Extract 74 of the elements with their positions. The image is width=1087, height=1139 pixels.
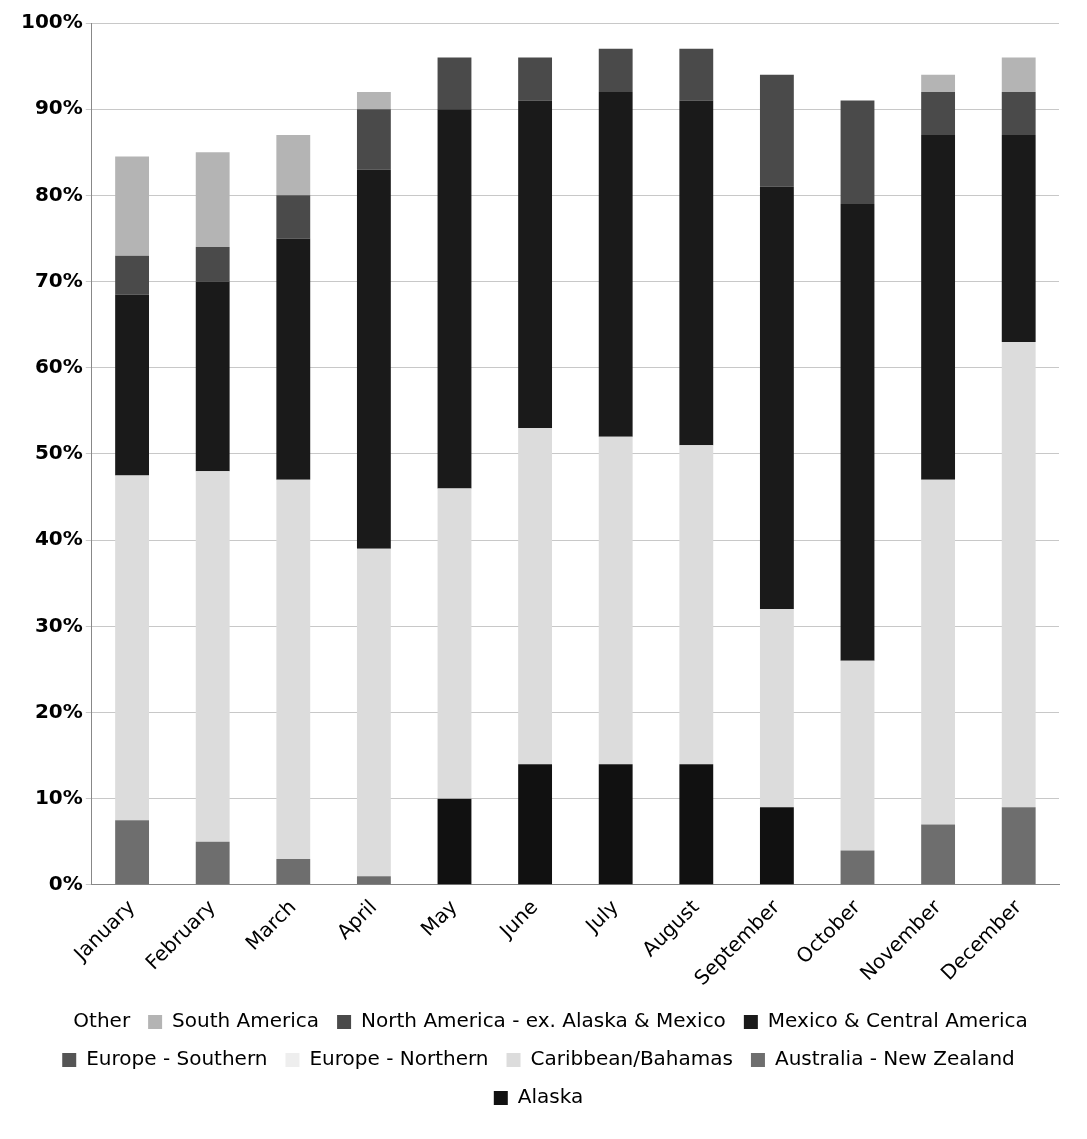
bar <box>1001 807 1036 885</box>
bar <box>437 109 472 489</box>
bar <box>195 841 230 885</box>
bar <box>759 807 794 885</box>
bar <box>921 135 956 480</box>
legend-label: Australia - New Zealand <box>774 1046 1015 1071</box>
y-tick-label: 100% <box>20 9 83 34</box>
bar <box>115 156 150 256</box>
bar <box>276 479 311 860</box>
legend-label: Europe - Northern <box>309 1046 489 1071</box>
bar <box>1001 91 1036 136</box>
bar <box>840 850 875 885</box>
bar <box>115 475 150 821</box>
bar <box>679 445 714 765</box>
bar <box>195 281 230 472</box>
y-tick-label: 80% <box>34 181 83 206</box>
bar <box>276 859 311 885</box>
bar <box>276 238 311 480</box>
bar <box>840 203 875 661</box>
bar <box>518 57 553 101</box>
bar <box>1001 135 1036 342</box>
y-tick-label: 0% <box>48 871 83 896</box>
bar <box>115 820 150 885</box>
bar <box>921 74 956 92</box>
bar <box>518 428 553 765</box>
legend-label: Mexico & Central America <box>767 1008 1028 1033</box>
bar <box>356 548 391 877</box>
y-tick-label: 20% <box>34 698 83 723</box>
bar <box>679 48 714 101</box>
bar <box>759 74 794 187</box>
bar <box>195 471 230 842</box>
legend-label: Alaska <box>517 1084 584 1109</box>
bar <box>759 186 794 610</box>
bar <box>1001 57 1036 92</box>
y-tick-label: 70% <box>34 267 83 292</box>
bar <box>840 660 875 851</box>
bar <box>276 195 311 239</box>
legend-label: Europe - Southern <box>86 1046 268 1071</box>
bar <box>437 798 472 885</box>
bar <box>356 109 391 170</box>
bar <box>598 91 633 437</box>
bar <box>195 152 230 248</box>
y-tick-label: 60% <box>34 353 83 378</box>
y-tick-label: 50% <box>34 440 83 465</box>
bar <box>1001 341 1036 808</box>
y-tick-label: 40% <box>34 526 83 551</box>
bar <box>356 169 391 549</box>
bar <box>437 57 472 110</box>
bar <box>759 609 794 808</box>
text: Other <box>73 1008 131 1033</box>
bar <box>598 764 633 885</box>
bar <box>921 824 956 885</box>
legend-label: North America - ex. Alaska & Mexico <box>361 1008 726 1033</box>
bar <box>921 479 956 825</box>
y-tick-label: 10% <box>34 784 83 809</box>
bar <box>598 436 633 765</box>
bar <box>115 294 150 476</box>
bar <box>518 764 553 885</box>
y-tick-label: 90% <box>34 95 83 120</box>
y-tick-label: 30% <box>34 612 83 637</box>
bar <box>840 100 875 204</box>
bar <box>195 247 230 282</box>
bar <box>679 100 714 446</box>
legend-label: South America <box>172 1008 320 1033</box>
bar <box>598 48 633 92</box>
bar <box>356 876 391 885</box>
bar <box>518 100 553 429</box>
bar <box>115 255 150 295</box>
bar <box>437 488 472 799</box>
bar <box>679 764 714 885</box>
bar <box>276 135 311 196</box>
bar <box>921 91 956 136</box>
bar <box>356 91 391 110</box>
legend-label: Caribbean/Bahamas <box>530 1046 733 1071</box>
